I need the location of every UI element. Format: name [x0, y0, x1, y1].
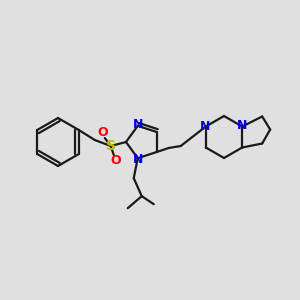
Text: N: N [133, 118, 143, 131]
Text: O: O [98, 127, 108, 140]
Text: N: N [237, 119, 247, 132]
Text: N: N [133, 153, 143, 166]
Text: O: O [110, 154, 121, 166]
Text: S: S [106, 139, 116, 153]
Text: N: N [200, 120, 210, 133]
